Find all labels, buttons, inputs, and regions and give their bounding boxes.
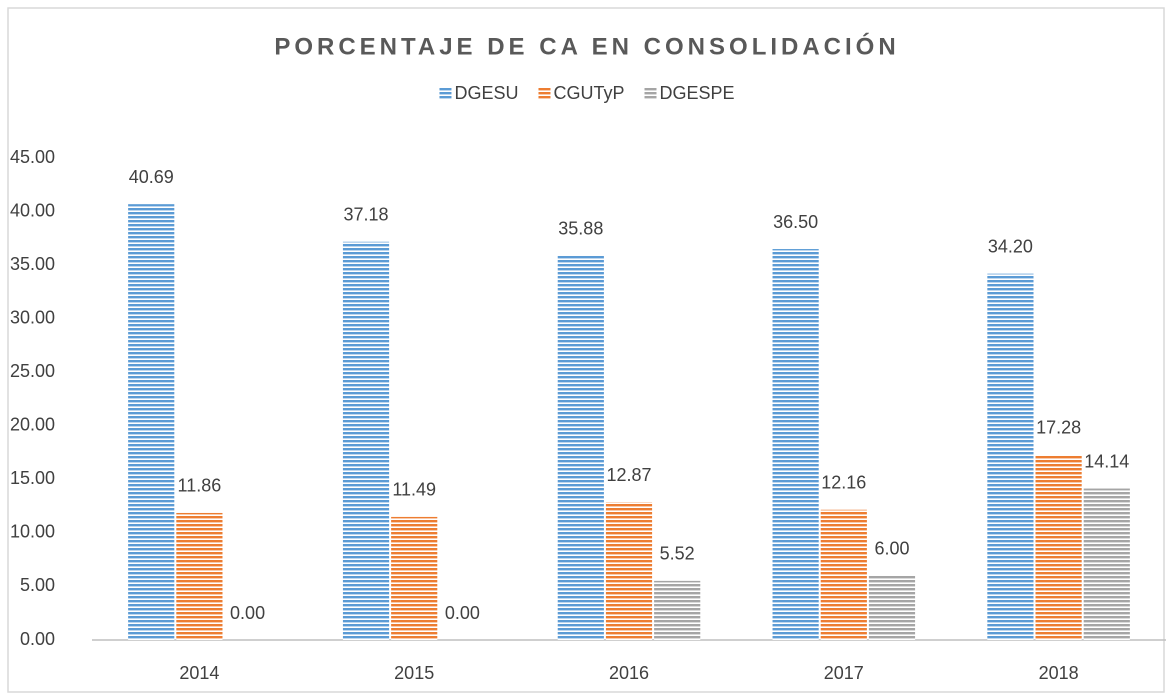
value-label: 0.00 [445, 603, 480, 623]
x-tick-label: 2016 [609, 663, 649, 683]
bar [987, 273, 1034, 640]
value-label: 35.88 [558, 218, 603, 238]
value-label: 17.28 [1036, 418, 1081, 438]
value-label: 12.87 [606, 465, 651, 485]
bar [772, 249, 819, 641]
y-tick-label: 10.00 [10, 522, 55, 542]
value-label: 14.14 [1084, 451, 1129, 471]
value-label: 40.69 [129, 167, 174, 187]
x-tick-label: 2014 [179, 663, 219, 683]
value-label: 11.86 [178, 476, 222, 496]
legend-label: DGESU [454, 83, 518, 103]
legend-label: CGUTyP [553, 83, 624, 103]
value-label: 12.16 [821, 473, 866, 493]
y-tick-label: 5.00 [20, 575, 55, 595]
legend-swatch [439, 87, 452, 99]
bar [342, 241, 390, 640]
bar [605, 502, 653, 640]
bar [1083, 488, 1130, 640]
value-label: 37.18 [343, 205, 388, 225]
bar [654, 580, 701, 640]
legend-label: DGESPE [660, 83, 735, 103]
x-tick-label: 2015 [394, 663, 434, 683]
bar [557, 255, 604, 640]
bar [820, 509, 867, 640]
legend: DGESU CGUTyP DGESPE [439, 83, 735, 103]
y-tick-label: 30.00 [10, 307, 55, 327]
x-tick-label: 2018 [1039, 663, 1079, 683]
value-label: 36.50 [773, 212, 818, 232]
value-label: 11.49 [392, 480, 436, 500]
bar [868, 575, 916, 640]
bar [176, 512, 223, 640]
legend-swatch [644, 87, 657, 99]
value-label: 0.00 [230, 603, 265, 623]
value-label: 5.52 [660, 544, 695, 564]
bar [391, 516, 438, 640]
legend-swatch [538, 87, 551, 99]
y-tick-label: 45.00 [10, 147, 55, 167]
y-tick-label: 35.00 [10, 254, 55, 274]
bar [128, 204, 175, 640]
y-tick-label: 25.00 [10, 361, 55, 381]
value-label: 6.00 [874, 538, 909, 558]
chart-title: PORCENTAJE DE CA EN CONSOLIDACIÓN [274, 32, 899, 60]
y-tick-label: 15.00 [10, 468, 55, 488]
value-label: 34.20 [988, 236, 1033, 256]
y-tick-label: 0.00 [20, 629, 55, 649]
x-tick-label: 2017 [824, 663, 864, 683]
y-tick-label: 40.00 [10, 200, 55, 220]
bar [1035, 454, 1082, 640]
y-tick-label: 20.00 [10, 415, 55, 435]
